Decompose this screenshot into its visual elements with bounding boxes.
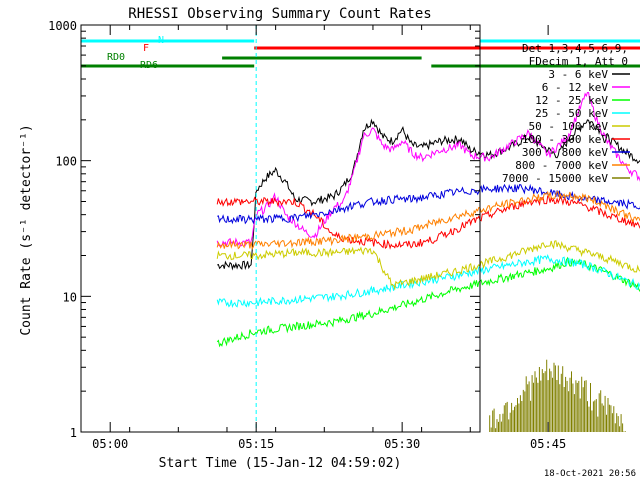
- y-axis-label: Count Rate (s⁻¹ detector⁻¹): [19, 124, 34, 335]
- legend-entry-label: 50 - 100 keV: [529, 120, 609, 133]
- plot-frame: [80, 24, 481, 433]
- legend-entry-label: 800 - 7000 keV: [515, 159, 608, 172]
- legend-entry-label: 6 - 12 keV: [542, 81, 609, 94]
- x-axis-label: Start Time (15-Jan-12 04:59:02): [159, 456, 402, 471]
- plot-area: NF RD0 RD6: [81, 25, 640, 432]
- chart-title: RHESSI Observing Summary Count Rates: [128, 6, 431, 22]
- series-800-7000-kev-line: [216, 190, 640, 251]
- legend-header-line-1: Det 1,3,4,5,6,9,: [522, 42, 628, 55]
- timestamp: 18-Oct-2021 20:56: [544, 469, 636, 479]
- legend-entry-label: 300 - 800 keV: [522, 146, 608, 159]
- x-tick-label: 05:00: [92, 437, 128, 451]
- y-tick-label: 100: [55, 155, 77, 169]
- series-12-25-kev-line: [216, 256, 640, 348]
- legend-entry-label: 7000 - 15000 keV: [502, 172, 608, 185]
- observing-bars: NF RD0 RD6: [81, 35, 640, 71]
- bar-label-f: F: [143, 43, 149, 54]
- legend-header-line-2: FDecim 1, Att 0: [529, 55, 628, 68]
- series-25-50-kev-line: [216, 254, 640, 308]
- bar-label-rd6: RD6: [140, 60, 158, 71]
- y-tick-label: 10: [63, 290, 77, 304]
- series-300-800-kev-line: [217, 183, 640, 225]
- legend-entry-label: 12 - 25 keV: [535, 94, 608, 107]
- legend-entry-label: 100 - 300 keV: [522, 133, 608, 146]
- y-tick-label: 1: [70, 426, 77, 440]
- bar-label-n: N: [158, 35, 164, 46]
- y-tick-label: 1000: [48, 19, 77, 33]
- x-tick-label: 05:45: [530, 437, 566, 451]
- y-axis: 1 10 100 1000: [48, 19, 480, 440]
- legend: Det 1,3,4,5,6,9, FDecim 1, Att 0 3 - 6 k…: [502, 42, 630, 185]
- x-tick-label: 05:30: [384, 437, 420, 451]
- x-tick-label: 05:15: [238, 437, 274, 451]
- series-3-6-kev-line: [217, 118, 640, 271]
- bar-label-rd0: RD0: [107, 52, 125, 63]
- series-50-100-kev-line: [216, 240, 640, 291]
- legend-entry-label: 3 - 6 keV: [548, 68, 608, 81]
- series-7000-15000-kev-bars: [489, 359, 626, 432]
- legend-entry-label: 25 - 50 keV: [535, 107, 608, 120]
